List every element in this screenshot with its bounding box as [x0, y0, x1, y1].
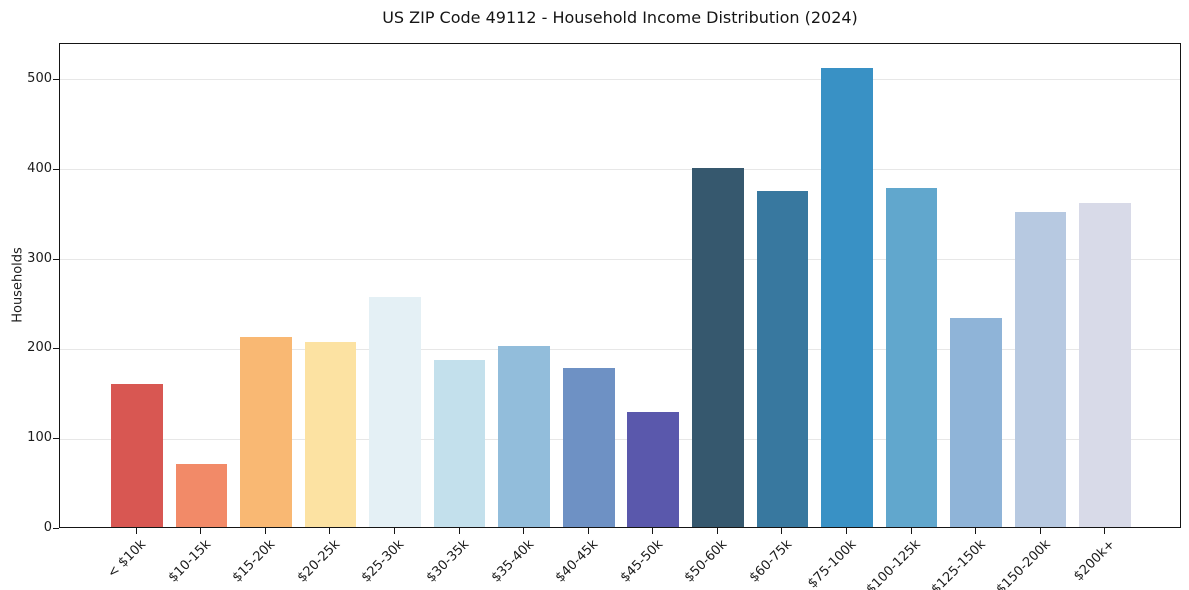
bar-125-150k — [950, 318, 1002, 527]
bar-45-50k — [627, 412, 680, 527]
y-tick-label-100: 100 — [27, 430, 52, 446]
y-tick-mark-0 — [53, 528, 59, 529]
x-tick-label-8: $45-50k — [617, 537, 666, 586]
x-tick-mark-2 — [264, 528, 266, 534]
bar-20-25k — [304, 342, 357, 527]
bar-10-15k — [175, 464, 228, 527]
x-tick-mark-0 — [135, 528, 137, 534]
x-tick-mark-1 — [200, 528, 202, 534]
x-tick-label-13: $125-150k — [928, 537, 989, 590]
x-tick-mark-6 — [523, 528, 525, 534]
x-tick-label-0: < $10k — [105, 537, 150, 582]
plot-area — [59, 43, 1181, 528]
bar-75-100k — [821, 68, 873, 527]
chart-title: US ZIP Code 49112 - Household Income Dis… — [382, 8, 858, 27]
bar-25-30k — [369, 296, 421, 527]
gridline-100 — [60, 438, 1180, 440]
x-tick-mark-15 — [1104, 528, 1106, 534]
x-tick-mark-12 — [910, 528, 912, 534]
y-tick-label-300: 300 — [27, 250, 52, 266]
bar-10k — [111, 383, 163, 527]
x-tick-mark-7 — [587, 528, 589, 534]
bar-50-60k — [692, 167, 744, 527]
bar-150-200k — [1014, 211, 1067, 527]
y-tick-mark-300 — [53, 258, 59, 260]
y-tick-label-500: 500 — [27, 70, 52, 86]
x-tick-label-11: $75-100k — [805, 537, 860, 590]
gridline-500 — [60, 79, 1180, 81]
x-tick-label-1: $10-15k — [165, 537, 214, 586]
y-tick-mark-100 — [53, 438, 59, 440]
y-tick-mark-400 — [53, 168, 59, 170]
x-tick-mark-4 — [394, 528, 396, 534]
x-tick-mark-5 — [458, 528, 460, 534]
x-tick-label-7: $40-45k — [552, 537, 602, 586]
x-tick-mark-13 — [975, 528, 977, 534]
y-tick-label-0: 0 — [43, 520, 52, 535]
gridline-300 — [60, 259, 1180, 261]
x-tick-label-12: $100-125k — [863, 537, 925, 590]
x-tick-label-6: $35-40k — [488, 537, 537, 586]
y-tick-label-400: 400 — [27, 160, 52, 176]
y-tick-label-200: 200 — [27, 340, 52, 356]
x-tick-mark-11 — [845, 528, 847, 534]
bar-200k — [1079, 203, 1131, 527]
x-tick-mark-3 — [329, 528, 331, 534]
x-tick-mark-10 — [781, 528, 783, 534]
bar-15-20k — [240, 337, 292, 527]
x-tick-label-10: $60-75k — [746, 537, 796, 586]
bar-35-40k — [498, 345, 550, 527]
bar-100-125k — [885, 188, 938, 527]
bar-30-35k — [433, 360, 486, 527]
x-tick-label-14: $150-200k — [993, 537, 1054, 590]
x-tick-mark-9 — [716, 528, 718, 534]
y-tick-mark-500 — [53, 78, 59, 80]
x-tick-label-9: $50-60k — [681, 537, 731, 586]
x-tick-label-3: $20-25k — [294, 537, 344, 586]
x-tick-label-2: $15-20k — [230, 537, 279, 586]
gridline-400 — [60, 169, 1180, 171]
x-tick-mark-14 — [1039, 528, 1041, 534]
gridline-200 — [60, 348, 1180, 350]
x-tick-label-5: $30-35k — [423, 537, 473, 586]
bar-40-45k — [562, 368, 615, 527]
x-tick-mark-8 — [652, 528, 654, 534]
x-tick-label-15: $200k+ — [1070, 537, 1118, 585]
y-tick-mark-200 — [53, 348, 59, 350]
x-tick-label-4: $25-30k — [359, 537, 408, 586]
bar-60-75k — [756, 190, 809, 527]
